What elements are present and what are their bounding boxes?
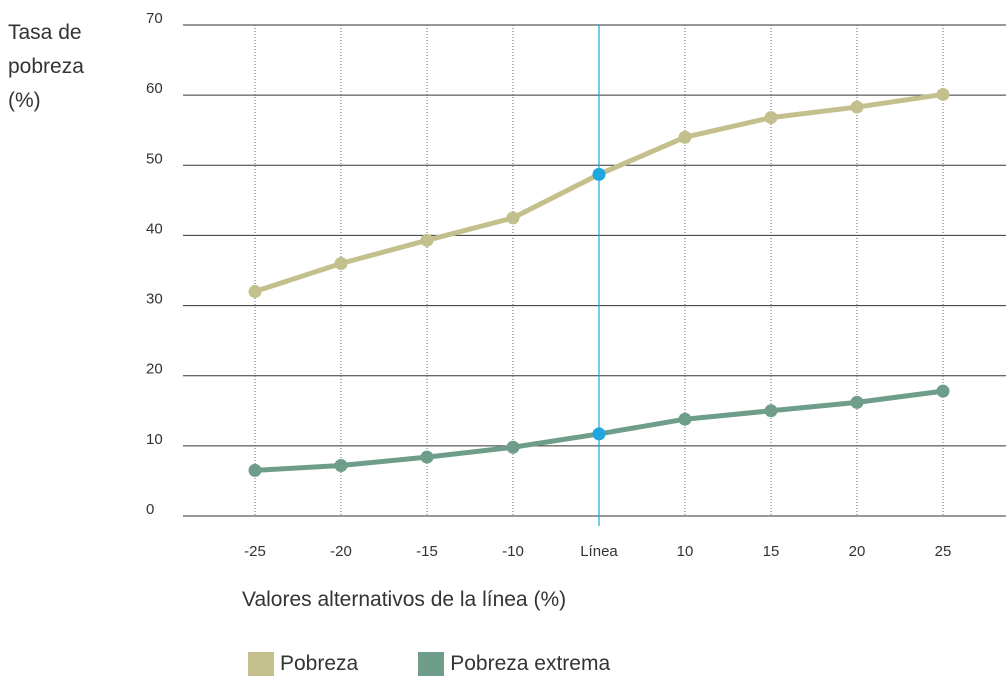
y-tick-label: 60 (146, 80, 163, 97)
x-tick-label: 15 (763, 543, 780, 560)
series-group (248, 87, 950, 477)
legend-label-pobreza: Pobreza (280, 652, 359, 675)
line-chart: 0 10 20 30 40 50 60 70 -25 -20 -15 -10 Línea 10 15 20 2… (146, 10, 1006, 560)
data-point (248, 463, 262, 477)
x-tick-labels: -25 -20 -15 -10 Línea 10 15 20 25 (244, 543, 951, 560)
y-axis-title-line-2: pobreza (8, 55, 84, 78)
x-tick-label: 25 (935, 543, 952, 560)
y-tick-label: 0 (146, 501, 154, 518)
y-axis-title-line-1: Tasa de (8, 21, 82, 44)
x-tick-label: -25 (244, 543, 266, 560)
data-point (420, 450, 434, 464)
y-axis-title: Tasa de pobreza (%) (8, 16, 84, 118)
data-point (764, 404, 778, 418)
x-tick-label: -20 (330, 543, 352, 560)
data-point (678, 412, 692, 426)
data-point (936, 384, 950, 398)
legend-item-pobreza-extrema: Pobreza extrema (418, 652, 610, 676)
x-tick-label: -15 (416, 543, 438, 560)
y-tick-labels: 0 10 20 30 40 50 60 70 (146, 10, 163, 518)
legend-swatch-pobreza-extrema (418, 652, 445, 676)
data-point (850, 395, 864, 409)
y-axis-title-line-3: (%) (8, 89, 41, 112)
legend-swatch-pobreza (248, 652, 274, 676)
data-point (592, 167, 606, 181)
legend-item-pobreza: Pobreza (248, 652, 358, 676)
data-point (936, 87, 950, 101)
data-point (506, 440, 520, 454)
data-point (420, 233, 434, 247)
legend-label-pobreza-extrema: Pobreza extrema (450, 652, 611, 675)
y-tick-label: 30 (146, 291, 163, 308)
data-point (334, 256, 348, 270)
data-point (592, 427, 606, 441)
x-tick-label: -10 (502, 543, 524, 560)
y-tick-label: 10 (146, 431, 163, 448)
x-tick-label: 20 (849, 543, 866, 560)
x-axis-title: Valores alternativos de la línea (%) (242, 588, 567, 611)
grid (183, 24, 1006, 526)
x-tick-label: Línea (580, 543, 618, 560)
data-point (248, 285, 262, 299)
legend: Pobreza Pobreza extrema (248, 652, 610, 676)
y-tick-label: 70 (146, 10, 163, 27)
data-point (334, 458, 348, 472)
data-point (764, 111, 778, 125)
y-tick-label: 50 (146, 150, 163, 167)
y-tick-label: 20 (146, 361, 163, 378)
y-tick-label: 40 (146, 220, 163, 237)
data-point (678, 130, 692, 144)
data-point (850, 100, 864, 114)
x-tick-label: 10 (677, 543, 694, 560)
data-point (506, 211, 520, 225)
